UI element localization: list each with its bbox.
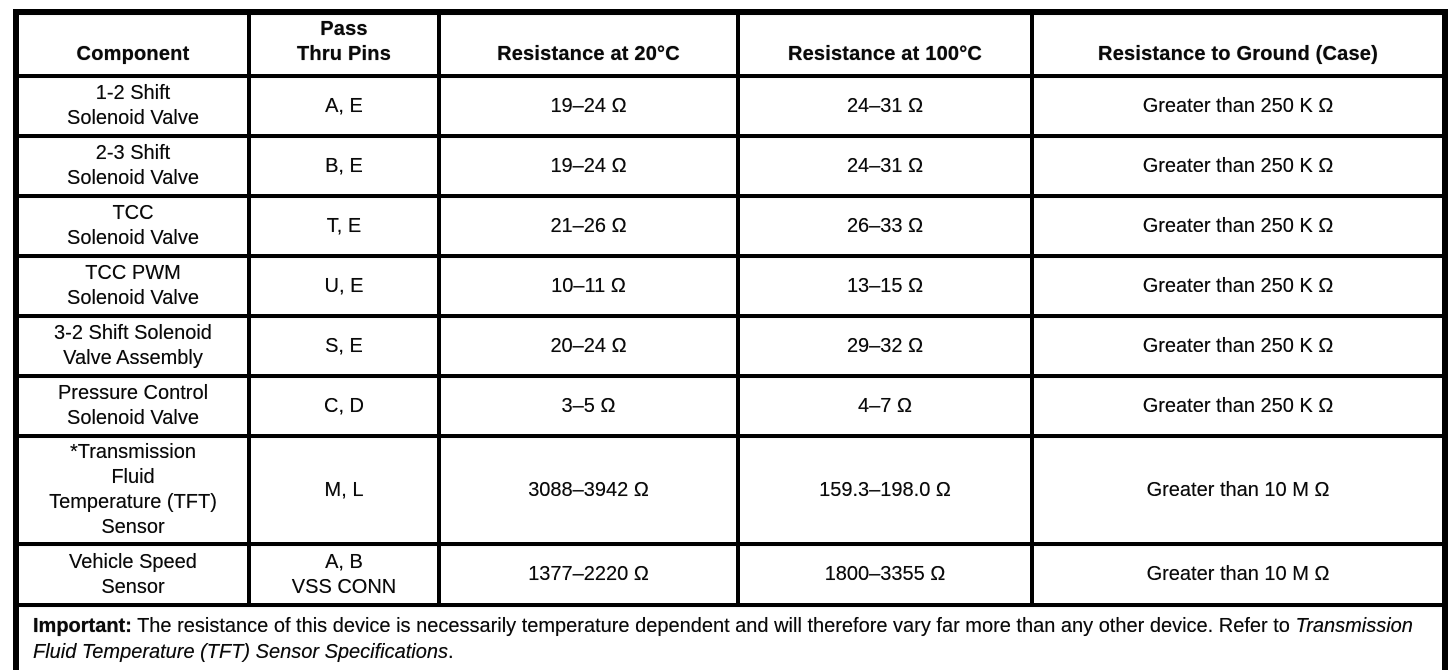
resistance-100c-cell: 29–32 Ω (736, 314, 1034, 378)
table-row-2-3-shift: 2-3 Shift Solenoid Valve B, E 19–24 Ω 24… (14, 134, 1447, 198)
component-cell: *Transmission Fluid Temperature (TFT) Se… (14, 434, 251, 546)
important-text: The resistance of this device is necessa… (131, 615, 1296, 637)
resistance-100c-cell: 4–7 Ω (736, 374, 1034, 438)
table-row-3-2-shift: 3-2 Shift Solenoid Valve Assembly S, E 2… (14, 314, 1447, 378)
pins-cell: A, E (247, 74, 441, 138)
table-row-pressure-control: Pressure Control Solenoid Valve C, D 3–5… (14, 374, 1447, 438)
component-cell: 2-3 Shift Solenoid Valve (14, 134, 251, 198)
component-cell: 3-2 Shift Solenoid Valve Assembly (14, 314, 251, 378)
col-header-resistance-20c: Resistance at 20°C (437, 10, 740, 78)
pins-cell: M, L (247, 434, 441, 546)
resistance-20c-cell: 3–5 Ω (437, 374, 740, 438)
resistance-ground-cell: Greater than 10 M Ω (1030, 434, 1447, 546)
pins-cell: C, D (247, 374, 441, 438)
table-header: Component Pass Thru Pins Resistance at 2… (14, 10, 1447, 78)
pins-cell: S, E (247, 314, 441, 378)
table-body: 1-2 Shift Solenoid Valve A, E 19–24 Ω 24… (14, 74, 1447, 670)
component-cell: TCC Solenoid Valve (14, 194, 251, 258)
resistance-ground-cell: Greater than 250 K Ω (1030, 314, 1447, 378)
header-row: Component Pass Thru Pins Resistance at 2… (14, 10, 1447, 78)
pins-cell: U, E (247, 254, 441, 318)
resistance-20c-cell: 19–24 Ω (437, 74, 740, 138)
resistance-20c-cell: 10–11 Ω (437, 254, 740, 318)
resistance-100c-cell: 159.3–198.0 Ω (736, 434, 1034, 546)
component-cell: TCC PWM Solenoid Valve (14, 254, 251, 318)
table-row-tcc-pwm: TCC PWM Solenoid Valve U, E 10–11 Ω 13–1… (14, 254, 1447, 318)
resistance-20c-cell: 3088–3942 Ω (437, 434, 740, 546)
table-row-tcc: TCC Solenoid Valve T, E 21–26 Ω 26–33 Ω … (14, 194, 1447, 258)
col-header-resistance-ground: Resistance to Ground (Case) (1030, 10, 1447, 78)
important-note: Important: The resistance of this device… (14, 603, 1447, 670)
component-cell: Vehicle Speed Sensor (14, 542, 251, 607)
table-row-1-2-shift: 1-2 Shift Solenoid Valve A, E 19–24 Ω 24… (14, 74, 1447, 138)
pins-cell: A, B VSS CONN (247, 542, 441, 607)
table-row-vehicle-speed-sensor: Vehicle Speed Sensor A, B VSS CONN 1377–… (14, 542, 1447, 607)
resistance-100c-cell: 24–31 Ω (736, 134, 1034, 198)
resistance-spec-table: Component Pass Thru Pins Resistance at 2… (13, 9, 1448, 670)
resistance-100c-cell: 24–31 Ω (736, 74, 1034, 138)
resistance-100c-cell: 1800–3355 Ω (736, 542, 1034, 607)
resistance-100c-cell: 26–33 Ω (736, 194, 1034, 258)
resistance-20c-cell: 1377–2220 Ω (437, 542, 740, 607)
table-row-tft-sensor: *Transmission Fluid Temperature (TFT) Se… (14, 434, 1447, 546)
resistance-20c-cell: 19–24 Ω (437, 134, 740, 198)
col-header-resistance-100c: Resistance at 100°C (736, 10, 1034, 78)
reference-title: Transmission Fluid Temperature (TFT) Sen… (33, 615, 1413, 663)
resistance-ground-cell: Greater than 250 K Ω (1030, 254, 1447, 318)
important-text-end: . (447, 641, 454, 663)
resistance-ground-cell: Greater than 250 K Ω (1030, 374, 1447, 438)
resistance-20c-cell: 21–26 Ω (437, 194, 740, 258)
resistance-100c-cell: 13–15 Ω (736, 254, 1034, 318)
resistance-ground-cell: Greater than 250 K Ω (1030, 134, 1447, 198)
important-label: Important: (33, 615, 132, 637)
col-header-component: Component (14, 10, 251, 78)
component-cell: 1-2 Shift Solenoid Valve (14, 74, 251, 138)
resistance-ground-cell: Greater than 250 K Ω (1030, 74, 1447, 138)
pins-cell: T, E (247, 194, 441, 258)
col-header-pass-thru-pins: Pass Thru Pins (247, 10, 441, 78)
resistance-ground-cell: Greater than 250 K Ω (1030, 194, 1447, 258)
footer-note-row: Important: The resistance of this device… (14, 603, 1447, 670)
component-cell: Pressure Control Solenoid Valve (14, 374, 251, 438)
resistance-ground-cell: Greater than 10 M Ω (1030, 542, 1447, 607)
pins-cell: B, E (247, 134, 441, 198)
resistance-20c-cell: 20–24 Ω (437, 314, 740, 378)
